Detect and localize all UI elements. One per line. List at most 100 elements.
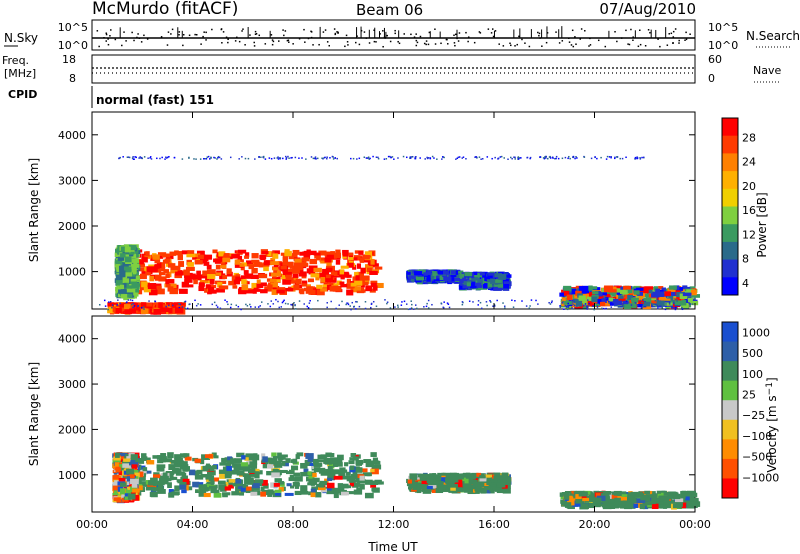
- data-cell: [168, 489, 174, 494]
- data-cell: [332, 156, 334, 158]
- colorbar-tick-label: 8: [742, 253, 749, 266]
- data-cell: [208, 470, 216, 476]
- data-cell: [306, 249, 311, 255]
- data-cell: [583, 156, 586, 158]
- data-cell: [317, 157, 319, 160]
- data-cell: [443, 301, 445, 303]
- noise-dot: [355, 41, 357, 44]
- data-cell: [240, 265, 245, 271]
- noise-dot: [107, 43, 110, 46]
- data-cell: [227, 303, 229, 306]
- data-cell: [145, 282, 150, 287]
- data-cell: [132, 494, 140, 501]
- data-cell: [152, 254, 160, 260]
- data-cell: [474, 156, 476, 158]
- data-cell: [147, 283, 157, 290]
- data-cell: [386, 301, 389, 303]
- data-cell: [418, 269, 426, 275]
- data-cell: [564, 304, 567, 307]
- data-cell: [174, 273, 183, 279]
- data-cell: [596, 157, 598, 160]
- data-cell: [253, 287, 259, 292]
- data-cell: [260, 491, 267, 497]
- data-cell: [298, 300, 301, 302]
- data-cell: [361, 282, 369, 286]
- nave-tick-bottom: 0: [708, 72, 715, 85]
- data-cell: [132, 156, 134, 158]
- data-cell: [405, 303, 408, 305]
- data-cell: [290, 465, 298, 471]
- data-cell: [139, 481, 149, 487]
- data-cell: [442, 306, 445, 309]
- noise-dot: [324, 29, 327, 31]
- data-cell: [158, 255, 164, 259]
- data-cell: [116, 304, 119, 306]
- data-cell: [272, 267, 279, 271]
- noise-dot: [304, 41, 306, 43]
- data-cell: [564, 156, 567, 159]
- data-cell: [453, 277, 462, 282]
- data-cell: [289, 474, 295, 479]
- noise-dot: [639, 29, 641, 32]
- data-cell: [503, 157, 505, 159]
- noise-dot: [403, 33, 405, 35]
- data-cell: [125, 271, 133, 277]
- noise-dot: [589, 37, 591, 40]
- data-cell: [408, 275, 414, 280]
- data-cell: [121, 247, 128, 253]
- data-cell: [602, 290, 612, 296]
- data-cell: [219, 273, 226, 280]
- data-cell: [397, 304, 399, 307]
- data-cell: [340, 284, 348, 288]
- data-cell: [209, 158, 211, 160]
- data-cell: [285, 274, 292, 280]
- data-cell: [122, 473, 131, 480]
- y-tick-label: 1000: [58, 266, 86, 279]
- data-cell: [406, 156, 408, 159]
- data-cell: [350, 308, 352, 311]
- data-cell: [409, 308, 411, 310]
- noise-dot: [571, 29, 574, 32]
- noise-left-label: N.Sky: [4, 31, 38, 45]
- data-cell: [172, 307, 177, 314]
- noise-dot: [498, 43, 500, 45]
- data-cell: [203, 492, 211, 498]
- data-cell: [351, 285, 356, 289]
- data-cell: [187, 250, 195, 257]
- data-cell: [213, 272, 222, 276]
- data-cell: [365, 479, 373, 485]
- data-cell: [474, 273, 482, 278]
- data-cell: [374, 479, 382, 485]
- data-cell: [277, 300, 279, 303]
- data-cell: [137, 305, 139, 308]
- data-cell: [368, 158, 370, 160]
- data-cell: [345, 491, 354, 495]
- data-cell: [154, 300, 157, 303]
- noise-dot: [672, 30, 675, 33]
- data-cell: [159, 457, 166, 463]
- data-cell: [316, 255, 321, 261]
- data-cell: [218, 156, 221, 159]
- data-cell: [171, 302, 177, 308]
- data-cell: [233, 279, 241, 285]
- data-cell: [198, 286, 205, 292]
- data-cell: [211, 465, 217, 470]
- data-cell: [597, 295, 604, 301]
- data-cell: [279, 469, 288, 474]
- data-cell: [552, 157, 554, 159]
- data-cell: [476, 284, 483, 288]
- data-cell: [145, 251, 150, 257]
- data-cell: [115, 307, 122, 314]
- data-cell: [294, 264, 304, 271]
- data-cell: [232, 463, 241, 468]
- noise-dot: [375, 41, 377, 43]
- noise-dot: [373, 40, 376, 43]
- noise-dot: [478, 31, 481, 33]
- data-cell: [510, 156, 512, 159]
- data-cell: [124, 308, 133, 315]
- data-cell: [108, 301, 110, 303]
- data-cell: [272, 456, 278, 462]
- data-cell: [229, 306, 232, 309]
- data-cell: [370, 280, 378, 285]
- noise-dot: [389, 40, 392, 43]
